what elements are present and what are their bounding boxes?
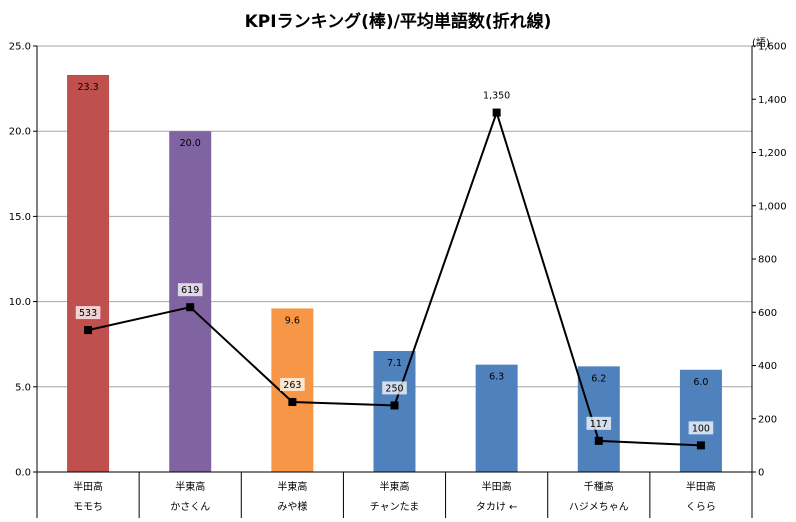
- category-school-label: 半田高: [73, 480, 103, 493]
- category-name-label: かさくん: [170, 501, 210, 513]
- category-school-label: 半東高: [380, 480, 410, 493]
- bar-0: [67, 74, 110, 472]
- category-school-label: 半東高: [277, 480, 307, 493]
- category-name-label: タカけ ←: [476, 501, 518, 513]
- bar-4: [475, 364, 518, 472]
- category-name-label: みや様: [277, 500, 307, 513]
- category-school-label: 半東高: [175, 480, 205, 493]
- line-value-label: 263: [283, 380, 301, 391]
- line-value-label: 533: [79, 308, 97, 319]
- chart-title: KPIランキング(棒)/平均単語数(折れ線): [245, 11, 552, 32]
- bar-value-label: 6.3: [489, 372, 504, 383]
- line-value-label: 1,350: [483, 91, 510, 102]
- line-label-box: [688, 421, 714, 435]
- bar-value-label: 9.6: [285, 315, 300, 326]
- line-series: [84, 108, 705, 450]
- bar-value-label: 23.3: [77, 82, 98, 93]
- bar-1: [169, 131, 212, 472]
- y2-tick-label: 200: [758, 414, 777, 425]
- category-school-label: 半田高: [482, 480, 512, 493]
- line-value-label: 117: [590, 419, 608, 430]
- line-label-box: [177, 283, 203, 297]
- line-marker: [288, 397, 297, 406]
- line-value-label: 100: [692, 423, 710, 434]
- line-marker: [492, 108, 501, 117]
- bar-3: [373, 351, 416, 472]
- axes: 0.0 5.0 10.0 15.0 20.0 25.0 0 200 400 600 800 1,000…: [9, 42, 787, 479]
- data-labels: 23.3 20.0 9.6 7.1 6.3 6.2 6.0 533 619 263 250 1,350…: [75, 82, 714, 435]
- bar-value-label: 6.0: [693, 377, 708, 388]
- line-label-box: [75, 306, 101, 320]
- y2-tick-label: 1,600: [758, 42, 787, 53]
- line-label-box: [280, 377, 305, 391]
- y2-tick-label: 1,000: [758, 201, 787, 212]
- y2-tick-label: 0: [758, 468, 764, 479]
- y-tick-label: 0.0: [15, 468, 31, 479]
- bar-series: [67, 74, 722, 472]
- bar-value-label: 20.0: [180, 138, 201, 149]
- line-marker: [186, 303, 195, 312]
- y2-tick-label: 1,200: [758, 148, 787, 159]
- bar-value-label: 6.2: [591, 373, 606, 384]
- category-school-label: 半田高: [686, 480, 716, 493]
- y-tick-label: 20.0: [9, 127, 31, 138]
- line-marker: [84, 326, 93, 335]
- y-tick-label: 10.0: [9, 297, 31, 308]
- line-value-label: 619: [181, 285, 199, 296]
- y-tick-label: 15.0: [9, 212, 31, 223]
- y2-tick-label: 600: [758, 308, 777, 319]
- category-name-label: くらら: [686, 501, 716, 513]
- y2-tick-label: 400: [758, 361, 777, 372]
- bar-6: [679, 369, 722, 472]
- bar-value-label: 7.1: [387, 358, 402, 369]
- line-label-box: [382, 381, 407, 395]
- y2-unit-label: (語): [752, 36, 770, 49]
- gridlines: [37, 45, 752, 388]
- y2-tick-label: 1,400: [758, 95, 787, 106]
- category-name-label: モモち: [73, 501, 103, 513]
- line-marker: [594, 436, 603, 445]
- line-label-box: [586, 416, 612, 430]
- category-name-label: チャンたま: [370, 501, 420, 513]
- line-value-label: 250: [385, 383, 403, 394]
- y-tick-label: 5.0: [15, 382, 31, 393]
- line-marker: [390, 401, 399, 410]
- line-marker: [696, 441, 705, 450]
- category-name-label: ハジメちゃん: [569, 501, 629, 513]
- y-tick-label: 25.0: [9, 42, 31, 53]
- category-school-label: 千種高: [584, 480, 614, 493]
- y2-tick-label: 800: [758, 255, 777, 266]
